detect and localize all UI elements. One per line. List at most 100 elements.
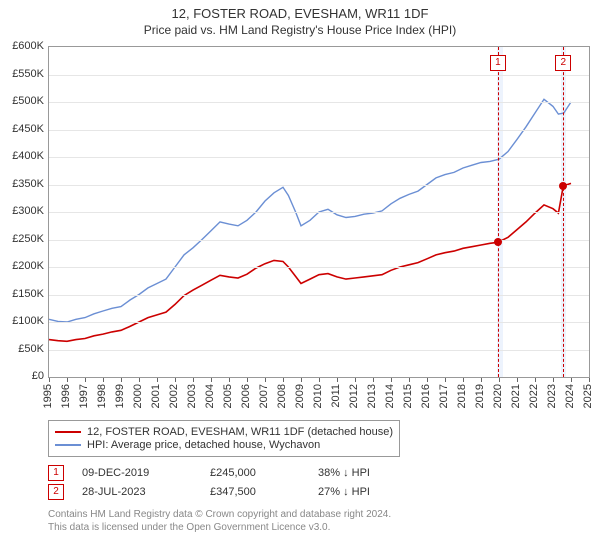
x-tick-label: 2019 (474, 384, 486, 408)
x-tick-label: 2013 (366, 384, 378, 408)
attribution-line2: This data is licensed under the Open Gov… (48, 521, 588, 534)
x-tick-label: 2022 (528, 384, 540, 408)
x-tick-label: 2009 (294, 384, 306, 408)
x-tick (85, 378, 86, 382)
x-tick (427, 378, 428, 382)
bottom-panel: 12, FOSTER ROAD, EVESHAM, WR11 1DF (deta… (48, 420, 588, 534)
chart-plot-area: 12 (48, 46, 590, 378)
y-tick-label: £0 (0, 370, 44, 382)
y-tick-label: £200K (0, 260, 44, 272)
x-tick (157, 378, 158, 382)
x-tick (517, 378, 518, 382)
x-tick (445, 378, 446, 382)
legend-row: 12, FOSTER ROAD, EVESHAM, WR11 1DF (deta… (55, 426, 393, 438)
gridline-h (49, 102, 589, 103)
x-tick-label: 2024 (564, 384, 576, 408)
x-tick-label: 1996 (60, 384, 72, 408)
x-tick (391, 378, 392, 382)
sale-marker-dot (559, 182, 567, 190)
x-tick (49, 378, 50, 382)
legend-swatch (55, 431, 81, 433)
x-tick-label: 1998 (96, 384, 108, 408)
x-tick (193, 378, 194, 382)
x-tick (337, 378, 338, 382)
sales-row-relative: 38% ↓ HPI (318, 467, 428, 479)
x-tick-label: 2001 (150, 384, 162, 408)
sales-row-badge: 1 (48, 465, 64, 481)
x-tick (499, 378, 500, 382)
y-tick-label: £550K (0, 68, 44, 80)
legend-label: HPI: Average price, detached house, Wych… (87, 439, 320, 451)
x-tick (463, 378, 464, 382)
gridline-h (49, 295, 589, 296)
sale-badge: 2 (555, 55, 571, 71)
legend: 12, FOSTER ROAD, EVESHAM, WR11 1DF (deta… (48, 420, 400, 457)
x-tick-label: 2018 (456, 384, 468, 408)
gridline-h (49, 130, 589, 131)
sale-badge: 1 (490, 55, 506, 71)
x-tick (139, 378, 140, 382)
x-tick-label: 2021 (510, 384, 522, 408)
x-tick-label: 2023 (546, 384, 558, 408)
sales-row-badge: 2 (48, 484, 64, 500)
series-hpi (49, 99, 571, 322)
x-tick-label: 2006 (240, 384, 252, 408)
x-tick-label: 2020 (492, 384, 504, 408)
legend-swatch (55, 444, 81, 446)
sale-marker-dot (494, 238, 502, 246)
x-tick (373, 378, 374, 382)
x-tick-label: 2002 (168, 384, 180, 408)
x-tick (589, 378, 590, 382)
x-tick-label: 2011 (330, 384, 342, 408)
legend-label: 12, FOSTER ROAD, EVESHAM, WR11 1DF (deta… (87, 426, 393, 438)
attribution-line1: Contains HM Land Registry data © Crown c… (48, 508, 588, 521)
x-tick-label: 2015 (402, 384, 414, 408)
sale-vline (563, 47, 564, 377)
x-tick (319, 378, 320, 382)
x-tick (355, 378, 356, 382)
x-tick-label: 1999 (114, 384, 126, 408)
y-tick-label: £500K (0, 95, 44, 107)
sales-row: 228-JUL-2023£347,50027% ↓ HPI (48, 484, 588, 500)
gridline-h (49, 212, 589, 213)
gridline-h (49, 157, 589, 158)
sales-table: 109-DEC-2019£245,00038% ↓ HPI228-JUL-202… (48, 465, 588, 500)
x-tick-label: 1997 (78, 384, 90, 408)
sales-row-relative: 27% ↓ HPI (318, 486, 428, 498)
x-tick-label: 2004 (204, 384, 216, 408)
x-tick (535, 378, 536, 382)
y-tick-label: £400K (0, 150, 44, 162)
x-tick-label: 2014 (384, 384, 396, 408)
y-tick-label: £100K (0, 315, 44, 327)
x-tick (409, 378, 410, 382)
series-subject (49, 183, 571, 341)
title-address: 12, FOSTER ROAD, EVESHAM, WR11 1DF (0, 6, 600, 21)
x-tick-label: 2010 (312, 384, 324, 408)
x-tick (283, 378, 284, 382)
x-tick-label: 2012 (348, 384, 360, 408)
x-tick (67, 378, 68, 382)
x-tick (229, 378, 230, 382)
x-tick (121, 378, 122, 382)
x-tick-label: 2003 (186, 384, 198, 408)
x-tick-label: 2007 (258, 384, 270, 408)
sale-vline (498, 47, 499, 377)
gridline-h (49, 322, 589, 323)
x-tick-label: 1995 (42, 384, 54, 408)
x-tick-label: 2025 (582, 384, 594, 408)
y-tick-label: £50K (0, 343, 44, 355)
x-tick (571, 378, 572, 382)
gridline-h (49, 75, 589, 76)
y-tick-label: £350K (0, 178, 44, 190)
chart-container: { "title_line1": "12, FOSTER ROAD, EVESH… (0, 0, 600, 560)
y-tick-label: £300K (0, 205, 44, 217)
x-tick-label: 2017 (438, 384, 450, 408)
sales-row-price: £245,000 (210, 467, 300, 479)
x-tick (211, 378, 212, 382)
title-block: 12, FOSTER ROAD, EVESHAM, WR11 1DF Price… (0, 0, 600, 39)
gridline-h (49, 267, 589, 268)
sales-row: 109-DEC-2019£245,00038% ↓ HPI (48, 465, 588, 481)
x-tick (103, 378, 104, 382)
legend-row: HPI: Average price, detached house, Wych… (55, 439, 393, 451)
gridline-h (49, 240, 589, 241)
